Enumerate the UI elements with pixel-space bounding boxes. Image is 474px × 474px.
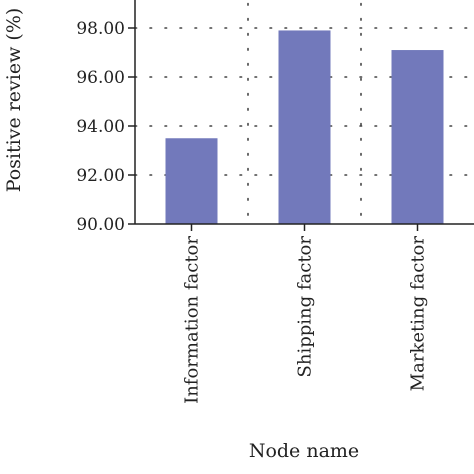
x-tick-label: Information factor xyxy=(182,236,203,404)
x-tick-label: Marketing factor xyxy=(408,236,429,392)
x-axis-title: Node name xyxy=(249,440,359,462)
y-tick-label: 96.00 xyxy=(76,68,125,88)
y-tick-label: 90.00 xyxy=(76,215,125,235)
y-tick-label: 92.00 xyxy=(76,166,125,186)
axis-layer: 90.00 92.00 94.00 96.00 98.00 Information fac… xyxy=(76,0,474,404)
y-tick-label: 98.00 xyxy=(76,19,125,39)
bar xyxy=(278,30,331,225)
y-tick-label: 94.00 xyxy=(76,117,125,137)
bar xyxy=(165,138,218,224)
bar xyxy=(391,50,444,224)
x-tick-label: Shipping factor xyxy=(295,236,316,378)
y-axis-title: Positive review (%) xyxy=(3,8,25,193)
bar-layer xyxy=(165,30,444,225)
